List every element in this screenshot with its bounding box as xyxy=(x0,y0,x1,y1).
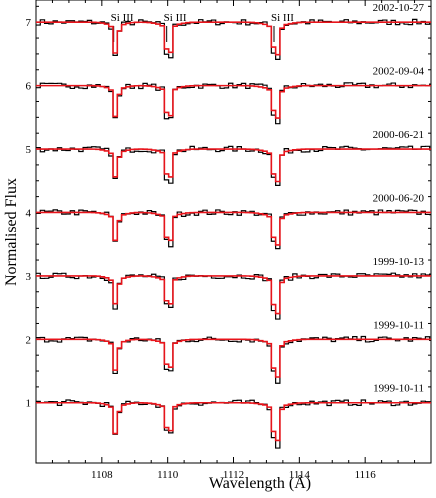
y-tick-label: 6 xyxy=(26,81,32,93)
spectra-group xyxy=(36,18,431,449)
observed-spectrum xyxy=(36,18,431,60)
y-tick-label: 7 xyxy=(26,17,32,29)
observed-spectrum xyxy=(36,335,431,384)
model-spectrum xyxy=(36,211,431,246)
observed-spectrum xyxy=(36,399,431,449)
epoch-date-label: 2000-06-21 xyxy=(373,129,424,141)
y-tick-label: 5 xyxy=(26,144,32,156)
model-spectrum xyxy=(36,275,431,315)
axis-ticks: 1108 1110 1112 1114 1116 1 2 3 4 5 6 7 xyxy=(26,0,432,481)
model-spectrum xyxy=(36,148,431,183)
x-tick-label: 1116 xyxy=(355,469,377,481)
y-tick-label: 1 xyxy=(26,398,32,410)
x-tick-label: 1114 xyxy=(289,469,311,481)
observed-spectrum xyxy=(36,209,431,250)
epoch-date-label: 1999-10-11 xyxy=(373,319,424,331)
observed-spectrum xyxy=(36,145,431,186)
y-tick-label: 4 xyxy=(26,207,32,219)
marker-label: Si III xyxy=(111,12,134,24)
line-markers: Si III Si III Si III xyxy=(111,12,294,42)
marker-label: Si III xyxy=(164,12,187,24)
x-axis-label: Wavelength (Å) xyxy=(209,474,311,492)
epoch-date-label: 1999-10-13 xyxy=(373,256,425,268)
epoch-date-label: 1999-10-11 xyxy=(373,383,424,395)
model-spectrum xyxy=(36,401,431,442)
x-tick-label: 1108 xyxy=(91,469,113,481)
observed-spectrum xyxy=(36,272,431,320)
y-axis-label: Normalised Flux xyxy=(3,178,20,286)
epoch-date-label: 2002-10-27 xyxy=(373,2,425,14)
model-spectrum xyxy=(36,84,431,119)
model-spectrum xyxy=(36,21,431,56)
x-tick-label: 1110 xyxy=(157,469,179,481)
model-spectrum xyxy=(36,338,431,378)
y-tick-label: 3 xyxy=(26,271,32,283)
epoch-date-label: 2002-09-04 xyxy=(373,66,425,78)
observed-spectrum xyxy=(36,82,431,125)
x-tick-label: 1112 xyxy=(223,469,244,481)
marker-label: Si III xyxy=(271,12,294,24)
y-tick-label: 2 xyxy=(26,334,32,346)
epoch-date-label: 2000-06-20 xyxy=(373,192,425,204)
epoch-labels: 2002-10-27 2002-09-04 2000-06-21 2000-06-20… xyxy=(373,2,425,395)
